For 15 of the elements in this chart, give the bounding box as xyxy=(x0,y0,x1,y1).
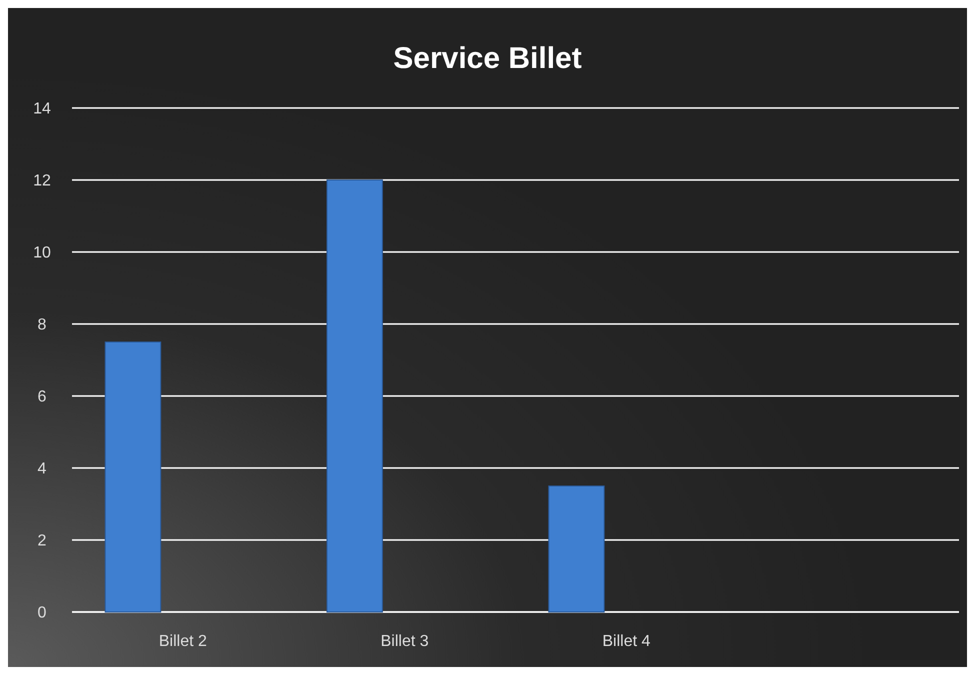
bar xyxy=(104,342,162,612)
y-tick-label: 0 xyxy=(38,604,47,622)
y-tick-label: 10 xyxy=(33,244,51,262)
x-tick-label: Billet 2 xyxy=(158,633,207,650)
y-tick-label: 4 xyxy=(38,460,47,478)
y-tick-label: 12 xyxy=(33,172,51,190)
y-tick-label: 8 xyxy=(38,316,47,334)
y-tick-label: 6 xyxy=(38,388,47,406)
y-tick-label: 14 xyxy=(33,100,51,118)
x-tick-label: Billet 4 xyxy=(602,633,650,650)
x-tick-label: Billet 3 xyxy=(380,633,429,650)
y-tick-label: 2 xyxy=(38,532,47,550)
bar xyxy=(326,180,383,612)
bar xyxy=(548,486,605,612)
chart-title: Service Billet xyxy=(393,42,582,75)
